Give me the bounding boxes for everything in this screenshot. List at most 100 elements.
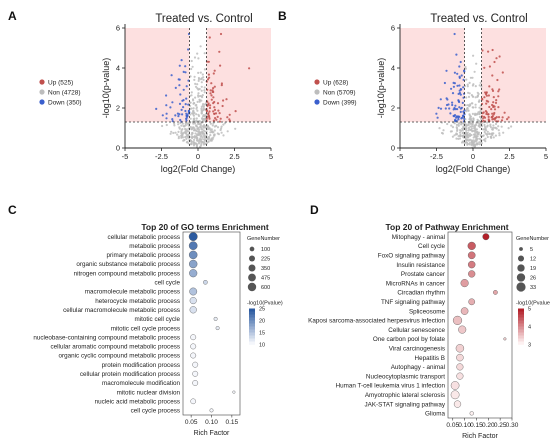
data-point bbox=[477, 92, 480, 96]
data-point bbox=[462, 110, 465, 113]
data-point bbox=[475, 131, 478, 134]
data-point bbox=[458, 122, 461, 125]
data-point bbox=[488, 132, 491, 135]
data-point bbox=[201, 140, 204, 143]
y-tick-label: 6 bbox=[391, 24, 395, 33]
data-point bbox=[439, 107, 443, 110]
data-point bbox=[179, 93, 182, 96]
data-point bbox=[475, 122, 478, 125]
data-point bbox=[474, 96, 477, 99]
data-point bbox=[451, 126, 455, 129]
color-legend-label: 4 bbox=[528, 325, 531, 331]
color-legend-swatch bbox=[249, 326, 255, 330]
data-point bbox=[190, 107, 193, 110]
data-point bbox=[193, 138, 196, 141]
data-point bbox=[464, 141, 467, 144]
data-point bbox=[203, 89, 206, 92]
data-point bbox=[200, 128, 203, 131]
data-point bbox=[492, 96, 495, 99]
data-point bbox=[180, 136, 183, 139]
x-axis-label: Rich Factor bbox=[194, 430, 230, 437]
term-label: cellular aromatic compound metabolic pro… bbox=[51, 344, 181, 351]
data-point bbox=[199, 139, 202, 142]
x-tick-label: -5 bbox=[122, 152, 129, 161]
data-point bbox=[192, 107, 195, 110]
data-point bbox=[234, 127, 237, 130]
data-point bbox=[211, 138, 214, 141]
color-legend-swatch bbox=[249, 317, 255, 321]
size-legend-marker bbox=[519, 247, 523, 251]
data-point bbox=[180, 108, 183, 111]
y-tick-label: 0 bbox=[116, 144, 120, 153]
color-legend-swatch bbox=[518, 314, 524, 318]
data-point bbox=[478, 106, 481, 109]
data-point bbox=[443, 81, 446, 85]
data-point bbox=[182, 136, 185, 139]
data-point bbox=[503, 111, 506, 114]
data-point bbox=[471, 129, 474, 132]
data-point bbox=[202, 115, 205, 118]
data-point bbox=[203, 86, 206, 89]
data-point bbox=[497, 116, 501, 119]
data-point bbox=[475, 143, 478, 146]
data-point bbox=[455, 123, 458, 126]
data-point bbox=[455, 137, 458, 140]
data-point bbox=[455, 132, 458, 135]
color-legend-title: -log10(Pvalue) bbox=[247, 301, 283, 307]
term-label: cell cycle bbox=[154, 280, 180, 287]
color-legend: -log10(Pvalue)5 4 3 bbox=[516, 301, 550, 349]
data-point bbox=[210, 128, 213, 131]
data-point bbox=[463, 69, 466, 72]
color-legend-label: 3 bbox=[528, 343, 531, 349]
color-legend-swatch bbox=[518, 308, 524, 312]
data-point bbox=[203, 52, 206, 55]
data-point bbox=[185, 141, 188, 144]
data-point bbox=[196, 139, 199, 142]
data-point bbox=[473, 140, 477, 143]
data-point bbox=[466, 142, 469, 145]
data-point bbox=[171, 101, 174, 104]
data-point bbox=[182, 99, 185, 102]
data-point bbox=[185, 97, 188, 100]
data-point bbox=[191, 131, 194, 134]
data-point bbox=[483, 66, 486, 69]
data-point bbox=[180, 59, 183, 62]
data-point bbox=[472, 54, 475, 57]
data-point bbox=[222, 134, 225, 137]
data-point bbox=[165, 104, 168, 107]
data-point bbox=[209, 134, 212, 137]
legend-label: Down (399) bbox=[323, 100, 357, 107]
data-point bbox=[507, 116, 510, 119]
data-point bbox=[205, 130, 208, 133]
data-point bbox=[169, 106, 172, 109]
y-axis-label: -log10(p-value) bbox=[101, 58, 111, 119]
color-legend-label: 5 bbox=[528, 307, 531, 313]
color-legend-swatch bbox=[518, 332, 524, 336]
data-point bbox=[161, 114, 164, 117]
data-point bbox=[184, 109, 187, 113]
term-label: One carbon pool by folate bbox=[373, 336, 446, 343]
term-label: metabolic process bbox=[129, 243, 180, 250]
data-point bbox=[474, 128, 477, 131]
y-tick-label: 6 bbox=[116, 24, 120, 33]
data-point bbox=[478, 112, 481, 116]
data-point bbox=[187, 48, 190, 51]
legend-marker bbox=[39, 89, 45, 95]
data-point bbox=[216, 115, 219, 118]
data-point bbox=[502, 131, 505, 134]
data-point bbox=[177, 130, 180, 133]
bubble bbox=[455, 344, 465, 353]
data-point bbox=[178, 64, 181, 67]
data-point bbox=[212, 72, 215, 75]
data-point bbox=[190, 59, 193, 63]
x-axis-label: Rich Factor bbox=[462, 433, 498, 439]
data-point bbox=[497, 90, 500, 93]
chart-title: Treated vs. Control bbox=[155, 13, 252, 25]
data-point bbox=[489, 135, 492, 138]
data-point bbox=[474, 106, 477, 109]
data-point bbox=[491, 103, 494, 107]
bubble bbox=[189, 259, 198, 269]
legend-label: Up (628) bbox=[323, 80, 348, 87]
data-point bbox=[193, 56, 197, 59]
data-point bbox=[195, 145, 198, 148]
